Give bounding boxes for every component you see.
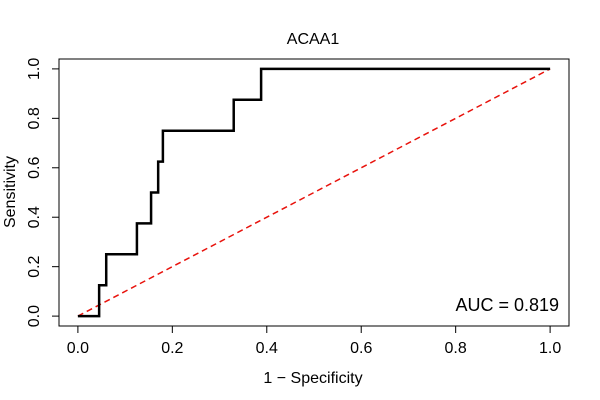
chart-title: ACAA1 bbox=[287, 31, 340, 48]
y-tick-label: 1.0 bbox=[26, 58, 43, 80]
auc-annotation: AUC = 0.819 bbox=[455, 295, 559, 315]
y-tick-label: 0.6 bbox=[26, 157, 43, 179]
roc-curve-line bbox=[77, 67, 551, 318]
reference-diagonal-line bbox=[77, 68, 551, 317]
y-tick-label: 0.0 bbox=[26, 305, 43, 327]
x-tick-label: 0.2 bbox=[161, 340, 183, 357]
y-tick-label: 0.4 bbox=[26, 206, 43, 228]
x-tick-label: 0.4 bbox=[256, 340, 278, 357]
y-axis-label: Sensitivity bbox=[2, 156, 19, 228]
x-tick-label: 0.6 bbox=[350, 340, 372, 357]
y-tick-label: 0.2 bbox=[26, 255, 43, 277]
y-axis: 0.0 0.2 0.4 0.6 0.8 1.0 bbox=[26, 58, 60, 327]
x-axis-label: 1 − Specificity bbox=[263, 370, 362, 387]
plot-area bbox=[77, 67, 551, 318]
y-tick-label: 0.8 bbox=[26, 107, 43, 129]
x-tick-label: 0.0 bbox=[67, 340, 89, 357]
x-axis: 0.0 0.2 0.4 0.6 0.8 1.0 bbox=[67, 325, 561, 357]
x-tick-label: 0.8 bbox=[445, 340, 467, 357]
x-tick-label: 1.0 bbox=[539, 340, 561, 357]
